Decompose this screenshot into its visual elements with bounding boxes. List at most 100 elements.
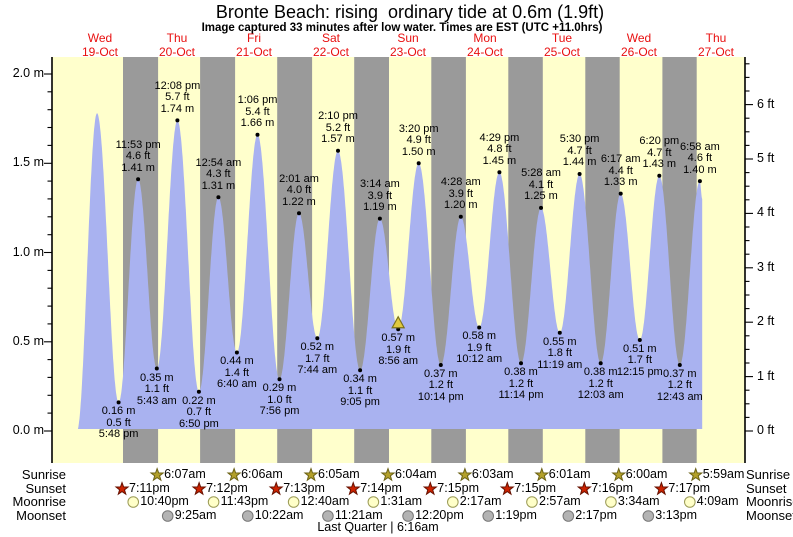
moonrise-circle-icon [526,496,538,508]
tide-extreme-dot [234,350,239,355]
moonset-time: 12:20pm [415,508,464,522]
tide-label-line: 1.74 m [160,102,195,115]
moonset-circle-icon [642,510,655,522]
tide-label-line: 0.34 m [343,373,377,386]
low-tide-annotation: 0.55 m 1.8 ft 11:19 am [537,336,582,372]
tide-label-line: 6:50 pm [179,417,219,430]
tide-extreme-dot [358,368,363,373]
tide-label-line: 4:28 am [440,176,481,189]
day-date: 25-Oct [543,45,580,59]
tide-label-line: 3.9 ft [367,189,393,202]
moonset-circle-icon [322,510,334,522]
tide-label-line: 4.4 ft [608,164,633,177]
current-tide-marker [391,315,406,329]
day-name: Wed [87,31,113,45]
moonset-time: 3:13pm [655,508,697,522]
left-axis-label: 0.0 m [12,423,44,437]
moonrise-time: 4:09am [696,494,739,508]
right-axis-label: 5 ft [757,150,775,165]
sunset-time: 7:15pm [514,481,556,495]
low-tide-annotation: 0.38 m 1.2 ft 11:14 pm [498,367,543,402]
day-header: Sun 23-Oct [373,31,443,59]
high-tide-annotation: 11:53 pm 4.6 ft 1.41 m [116,139,161,175]
sunrise-time: 6:03am [471,467,514,481]
day-name: Sun [397,31,419,45]
sunset-star-icon [576,481,592,496]
tide-label-line: 0.58 m [462,330,496,343]
tide-extreme-dot [657,173,662,178]
tide-label-line: 0.37 m [423,367,458,380]
tide-label-line: 5.7 ft [165,91,190,104]
left-axis-label: 2.0 m [12,66,44,80]
tide-label-line: 4.0 ft [286,184,312,197]
tide-label-line: 4.7 ft [647,146,672,159]
moonrise-time: 11:43pm [220,494,269,508]
day-header: Tue 25-Oct [527,31,597,59]
tide-label-line: 6:40 am [217,378,257,391]
tide-extreme-dot [458,214,463,219]
left-axis-label: 0.5 m [12,333,44,348]
tide-label-line: 1.25 m [524,190,558,203]
tide-label-line: 1.9 ft [466,341,492,354]
sunrise-time: 6:06am [241,467,283,481]
tide-label-line: 0.22 m [182,394,216,407]
tide-label-line: 12:08 pm [154,79,201,92]
low-tide-annotation: 0.51 m 1.7 ft 12:15 pm [617,343,663,379]
tide-label-line: 12:43 am [656,390,703,403]
tide-extreme-dot [497,170,502,175]
moonrise-circle-icon [605,496,617,508]
tide-label-line: 6:20 pm [639,135,680,148]
tide-label-line: 0.16 m [101,405,136,418]
moonset-circle-icon [562,510,575,522]
low-tide-annotation: 0.44 m 1.4 ft 6:40 am [217,356,257,391]
high-tide-annotation: 3:20 pm 4.9 ft 1.50 m [398,122,439,159]
tide-label-line: 0.38 m [583,366,618,379]
tide-extreme-dot [154,366,159,371]
tide-label-line: 1.66 m [240,117,275,130]
right-axis-label: 2 ft [757,314,775,329]
tide-extreme-dot [677,363,682,367]
sunrise-row-label-left: Sunrise [21,467,66,482]
tide-label-line: 0.7 ft [186,406,212,419]
moonrise-circle-icon [367,496,380,508]
sunrise-star-icon [303,467,319,482]
tide-label-line: 1.2 ft [588,377,613,390]
tide-label-line: 4:29 pm [479,131,520,144]
tide-label-line: 9:05 pm [340,396,380,409]
tide-label-line: 1.2 ft [667,379,693,392]
tide-label-line: 1.7 ft [627,354,653,367]
day-name: Tue [551,31,573,45]
day-header: Thu 20-Oct [142,31,212,59]
tide-label-line: 8:56 am [378,355,419,368]
moonset-circle-icon [402,510,414,522]
tide-extreme-dot [697,179,702,184]
sunset-time: 7:17pm [668,481,711,495]
tide-label-line: 0.38 m [504,366,538,379]
tide-extreme-dot [438,363,443,367]
tide-extreme-dot [175,118,180,123]
high-tide-annotation: 6:20 pm 4.7 ft 1.43 m [639,136,679,171]
high-tide-annotation: 12:08 pm 5.7 ft 1.74 m [154,79,201,116]
sunrise-time: 6:01am [548,467,591,481]
tide-extreme-dot [377,216,382,221]
sunset-star-icon [653,481,669,496]
sunrise-star-icon [688,467,704,482]
moon-phase-footer: Last Quarter | 6:16am [317,520,439,534]
tide-label-line: 1.41 m [121,161,155,174]
sunset-time: 7:13pm [283,481,325,495]
sunrise-star-icon [380,467,396,482]
sunrise-star-icon [534,467,550,482]
day-date: 19-Oct [81,45,118,59]
day-name: Thu [705,31,727,45]
moonrise-circle-icon [447,496,459,508]
tide-label-line: 0.29 m [262,382,297,395]
low-tide-annotation: 0.34 m 1.1 ft 9:05 pm [340,374,380,409]
moonset-circle-icon [241,510,254,522]
tide-label-line: 1.4 ft [224,366,250,379]
tide-label-line: 3:20 pm [398,122,439,135]
tide-label-line: 1.22 m [282,195,316,208]
chart-subtitle: Image captured 33 minutes after low wate… [201,22,603,34]
moonrise-time: 2:57am [539,494,581,508]
left-axis-label: 1.0 m [12,244,44,259]
